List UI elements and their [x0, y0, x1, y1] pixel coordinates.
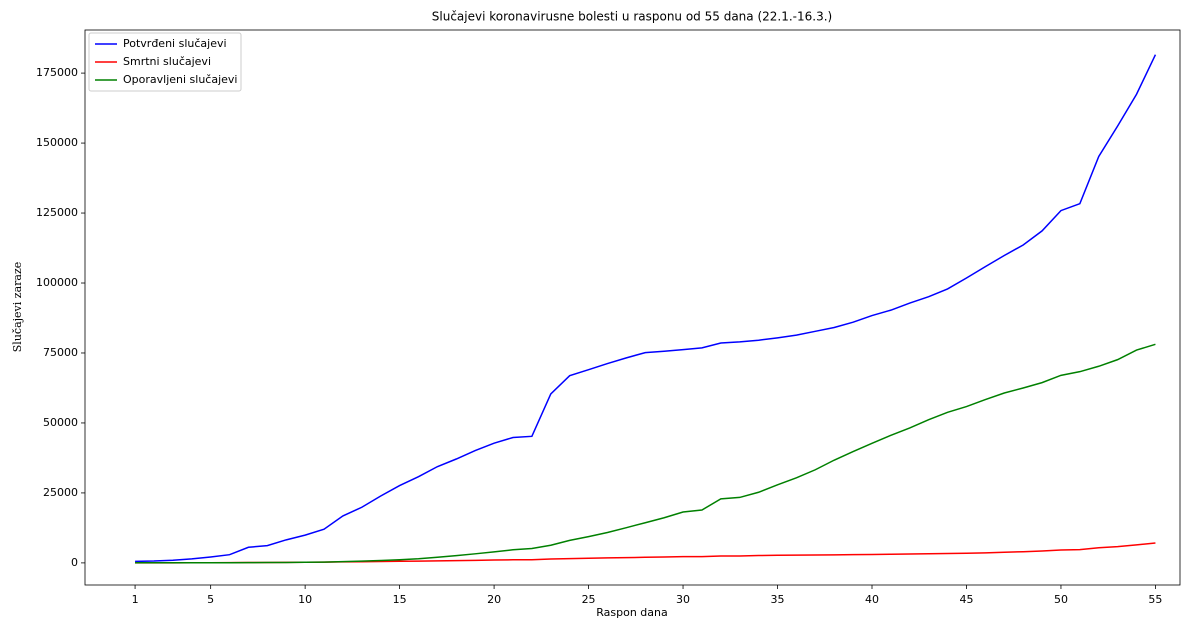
chart-title: Slučajevi koronavirusne bolesti u raspon…: [432, 10, 832, 24]
x-tick-label: 1: [132, 593, 139, 606]
data-line: [135, 54, 1157, 563]
x-axis-label: Raspon dana: [596, 606, 668, 619]
legend-label: Potvrđeni slučajevi: [123, 37, 227, 50]
x-tick-label: 30: [676, 593, 690, 606]
y-tick-label: 0: [71, 556, 78, 569]
y-axis-label: Slučajevi zaraze: [11, 262, 24, 352]
legend-label: Smrtni slučajevi: [123, 55, 211, 68]
plot-frame: [84, 29, 1181, 586]
x-tick-label: 25: [582, 593, 596, 606]
y-tick-label: 125000: [36, 206, 78, 219]
y-tick-label: 25000: [43, 486, 78, 499]
y-tick-label: 150000: [36, 136, 78, 149]
x-tick-label: 35: [771, 593, 785, 606]
x-tick-label: 20: [487, 593, 501, 606]
x-tick-label: 50: [1054, 593, 1068, 606]
x-tick-label: 5: [207, 593, 214, 606]
legend-box: [88, 32, 242, 92]
y-tick-label: 175000: [36, 66, 78, 79]
y-tick-label: 50000: [43, 416, 78, 429]
legend-label: Oporavljeni slučajevi: [123, 73, 238, 86]
y-tick-label: 100000: [36, 276, 78, 289]
y-tick-label: 75000: [43, 346, 78, 359]
x-tick-label: 10: [298, 593, 312, 606]
x-tick-label: 40: [865, 593, 879, 606]
x-tick-label: 15: [393, 593, 407, 606]
x-tick-label: 55: [1148, 593, 1162, 606]
x-tick-label: 45: [959, 593, 973, 606]
data-line: [135, 343, 1156, 564]
data-line: [135, 542, 1156, 564]
